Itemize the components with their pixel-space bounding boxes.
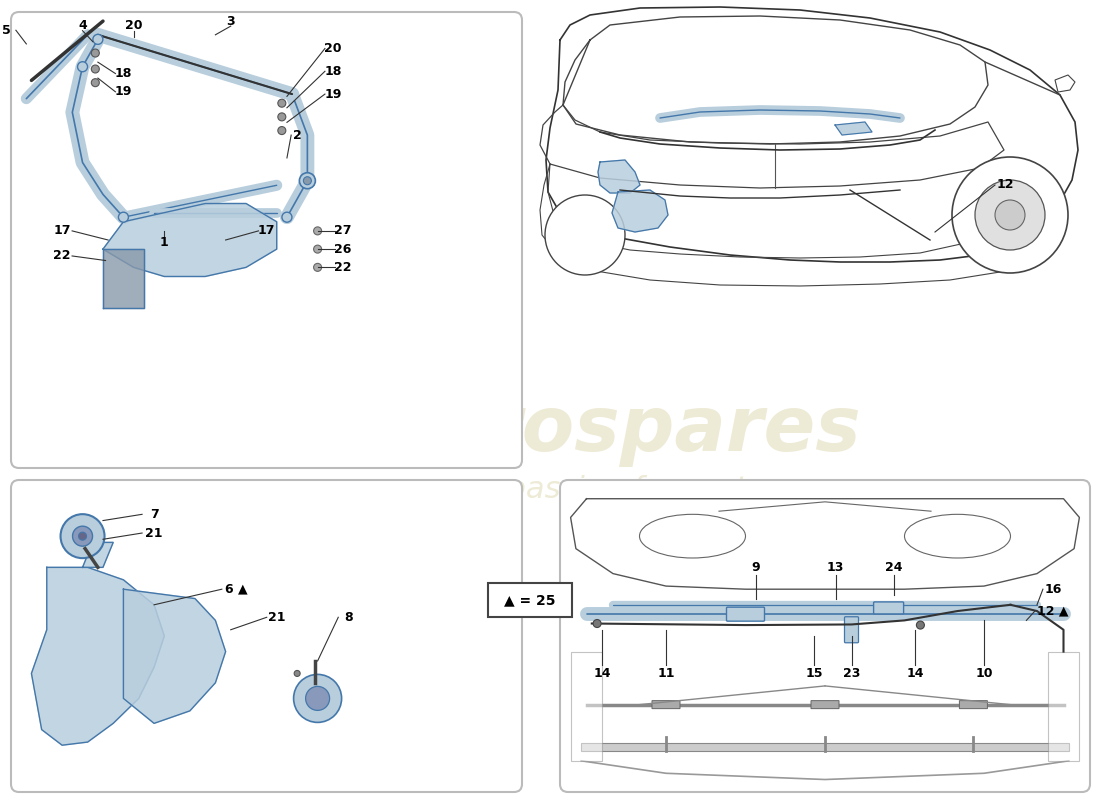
Polygon shape [103,203,277,277]
Text: ▲ = 25: ▲ = 25 [504,593,556,607]
FancyBboxPatch shape [811,701,839,709]
Circle shape [304,177,311,185]
Text: 12 ▲: 12 ▲ [1037,605,1069,618]
Text: 24: 24 [886,561,903,574]
Circle shape [282,212,292,222]
Polygon shape [581,743,1069,751]
Circle shape [996,200,1025,230]
Polygon shape [598,160,640,193]
Text: 6 ▲: 6 ▲ [224,582,248,596]
Text: 7: 7 [150,508,158,521]
Ellipse shape [639,514,746,558]
Text: 22: 22 [334,261,352,274]
Ellipse shape [904,514,1011,558]
Text: 23: 23 [843,667,860,680]
Text: 13: 13 [827,561,845,574]
Text: 20: 20 [324,42,342,55]
Circle shape [73,526,92,546]
Text: 4: 4 [78,19,87,32]
Text: 14: 14 [906,667,924,680]
Text: 8: 8 [344,610,353,624]
Circle shape [299,173,316,189]
Text: 27: 27 [334,224,352,238]
Circle shape [916,621,924,629]
Text: 11: 11 [658,667,674,680]
Text: 1: 1 [160,236,168,249]
Circle shape [278,113,286,121]
Text: a passion for parts: a passion for parts [477,475,762,505]
Circle shape [278,126,286,134]
Text: eurospares: eurospares [378,393,861,467]
Text: 21: 21 [145,526,163,539]
Circle shape [314,263,321,271]
FancyBboxPatch shape [11,480,522,792]
Text: 17: 17 [257,224,275,238]
Text: 14: 14 [594,667,612,680]
Circle shape [91,49,99,57]
Circle shape [294,674,342,722]
Polygon shape [835,122,872,135]
Polygon shape [82,542,113,567]
Circle shape [92,34,103,44]
Polygon shape [612,190,668,232]
Text: 16: 16 [1044,582,1061,596]
Text: 18: 18 [324,65,342,78]
FancyBboxPatch shape [845,617,858,642]
FancyBboxPatch shape [873,602,903,614]
FancyBboxPatch shape [726,607,764,621]
Text: 26: 26 [334,242,352,256]
FancyBboxPatch shape [11,12,522,468]
Polygon shape [1047,651,1079,761]
Polygon shape [123,589,226,723]
Polygon shape [1055,75,1075,92]
Circle shape [302,176,312,186]
Circle shape [60,514,104,558]
Text: 5: 5 [1,24,10,37]
Circle shape [119,212,129,222]
Text: 21: 21 [268,610,286,624]
Circle shape [306,686,330,710]
FancyBboxPatch shape [560,480,1090,792]
Text: 3: 3 [227,14,235,28]
Text: 10: 10 [976,667,992,680]
Text: 19: 19 [324,87,342,101]
Polygon shape [571,651,603,761]
Circle shape [314,245,321,253]
Text: 19: 19 [114,86,132,98]
Circle shape [593,619,601,627]
Circle shape [294,670,300,677]
FancyBboxPatch shape [959,701,988,709]
Polygon shape [546,7,1078,262]
Circle shape [975,180,1045,250]
Circle shape [952,157,1068,273]
Text: 15: 15 [805,667,823,680]
FancyBboxPatch shape [488,583,572,617]
Circle shape [544,195,625,275]
Text: 20: 20 [125,19,142,32]
Circle shape [91,65,99,73]
Text: 2: 2 [293,129,301,142]
Text: 9: 9 [751,561,760,574]
FancyBboxPatch shape [652,701,680,709]
Circle shape [278,99,286,107]
Polygon shape [103,249,144,308]
Circle shape [77,62,88,72]
Text: 18: 18 [114,67,132,80]
Circle shape [314,227,321,235]
Text: 22: 22 [53,250,70,262]
Text: 12: 12 [997,178,1014,191]
Polygon shape [32,567,164,746]
Circle shape [78,532,87,540]
Text: 17: 17 [53,224,70,238]
Circle shape [91,78,99,86]
